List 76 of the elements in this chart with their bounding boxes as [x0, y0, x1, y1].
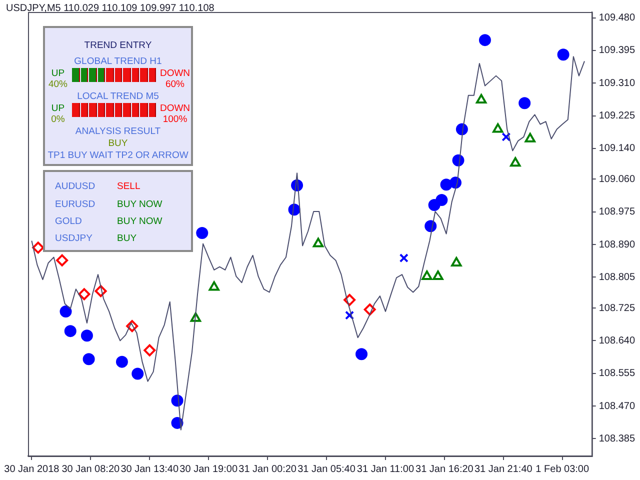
point: [208, 281, 220, 291]
x-tick-label: 30 Jan 2018: [4, 464, 60, 475]
point: [356, 348, 368, 360]
point: [440, 178, 452, 191]
annotation: ANALYSIS RESULT: [74, 126, 162, 137]
y-tick-label: 109.060: [598, 174, 636, 185]
annotation: DOWN: [159, 103, 191, 114]
point: [518, 97, 531, 110]
point: [451, 257, 462, 267]
point: [64, 325, 76, 338]
point: [80, 330, 93, 342]
point: [432, 270, 444, 280]
point: [478, 34, 491, 46]
annotation: LOCAL TREND M5: [76, 91, 160, 102]
point: [399, 253, 408, 263]
annotation: TP1 BUY WAIT TP2 OR ARROW: [46, 150, 190, 161]
annotation: BUY: [117, 233, 138, 244]
y-tick-label: 108.725: [598, 302, 636, 314]
x-tick-label: 30 Jan 13:40: [120, 464, 179, 475]
y-tick-label: 109.225: [598, 110, 636, 122]
annotation: TREND ENTRY: [83, 40, 153, 51]
point: [60, 305, 72, 318]
point: [492, 123, 504, 133]
point: [196, 227, 208, 240]
point: [132, 368, 144, 380]
annotation: UP: [50, 68, 66, 79]
x-tick-label: 31 Jan 05:40: [298, 464, 356, 475]
y-tick-label: 108.385: [598, 433, 636, 444]
y-tick-label: 108.975: [598, 206, 636, 218]
annotation: SELL: [117, 181, 142, 192]
point: [116, 356, 128, 368]
y-tick-label: 108.640: [598, 335, 636, 346]
annotation: USDJPY: [55, 233, 94, 244]
x-tick-label: 30 Jan 19:00: [180, 464, 238, 475]
annotation: BUY: [107, 138, 129, 149]
point: [502, 132, 511, 142]
annotation: GOLD: [55, 216, 83, 227]
annotation: BUY NOW: [117, 216, 164, 227]
point: [78, 288, 90, 300]
annotation: GLOBAL TREND H1: [73, 56, 163, 67]
point: [436, 194, 448, 206]
x-tick-label: 30 Jan 08:20: [62, 464, 120, 475]
y-tick-label: 109.395: [598, 45, 636, 56]
x-tick-label: 31 Jan 00:20: [238, 464, 297, 475]
annotation: AUDUSD: [55, 181, 96, 192]
point: [524, 132, 536, 142]
point: [312, 238, 324, 248]
annotation: BUY NOW: [117, 199, 164, 210]
x-tick-label: 1 Feb 03:00: [536, 464, 590, 475]
point: [476, 94, 487, 104]
point: [32, 242, 44, 254]
annotation: 100%: [162, 114, 188, 125]
point: [510, 157, 521, 167]
point: [82, 353, 95, 366]
y-tick-label: 109.480: [598, 12, 636, 24]
y-tick-label: 108.470: [598, 400, 636, 412]
annotation: EURUSD: [55, 199, 96, 210]
point: [144, 344, 156, 356]
point: [345, 310, 354, 320]
point: [557, 48, 570, 61]
y-tick-label: 108.890: [598, 239, 636, 250]
annotation: 40%: [47, 79, 68, 90]
annotation: 0%: [50, 114, 66, 125]
x-tick-label: 31 Jan 16:20: [416, 464, 474, 475]
x-tick-label: 31 Jan 21:40: [474, 464, 533, 475]
point: [56, 254, 68, 266]
annotation: DOWN: [159, 68, 191, 79]
y-tick-label: 108.555: [598, 368, 636, 380]
annotation: 60%: [164, 79, 186, 90]
y-tick-label: 108.805: [598, 272, 636, 283]
y-tick-label: 109.140: [598, 143, 636, 154]
y-tick-label: 109.310: [598, 78, 636, 89]
annotation: UP: [50, 103, 66, 114]
x-tick-label: 31 Jan 11:00: [356, 464, 414, 475]
point: [422, 270, 432, 280]
chart-title: USDJPY,M5 110.029 110.109 109.997 110.108: [6, 3, 214, 14]
